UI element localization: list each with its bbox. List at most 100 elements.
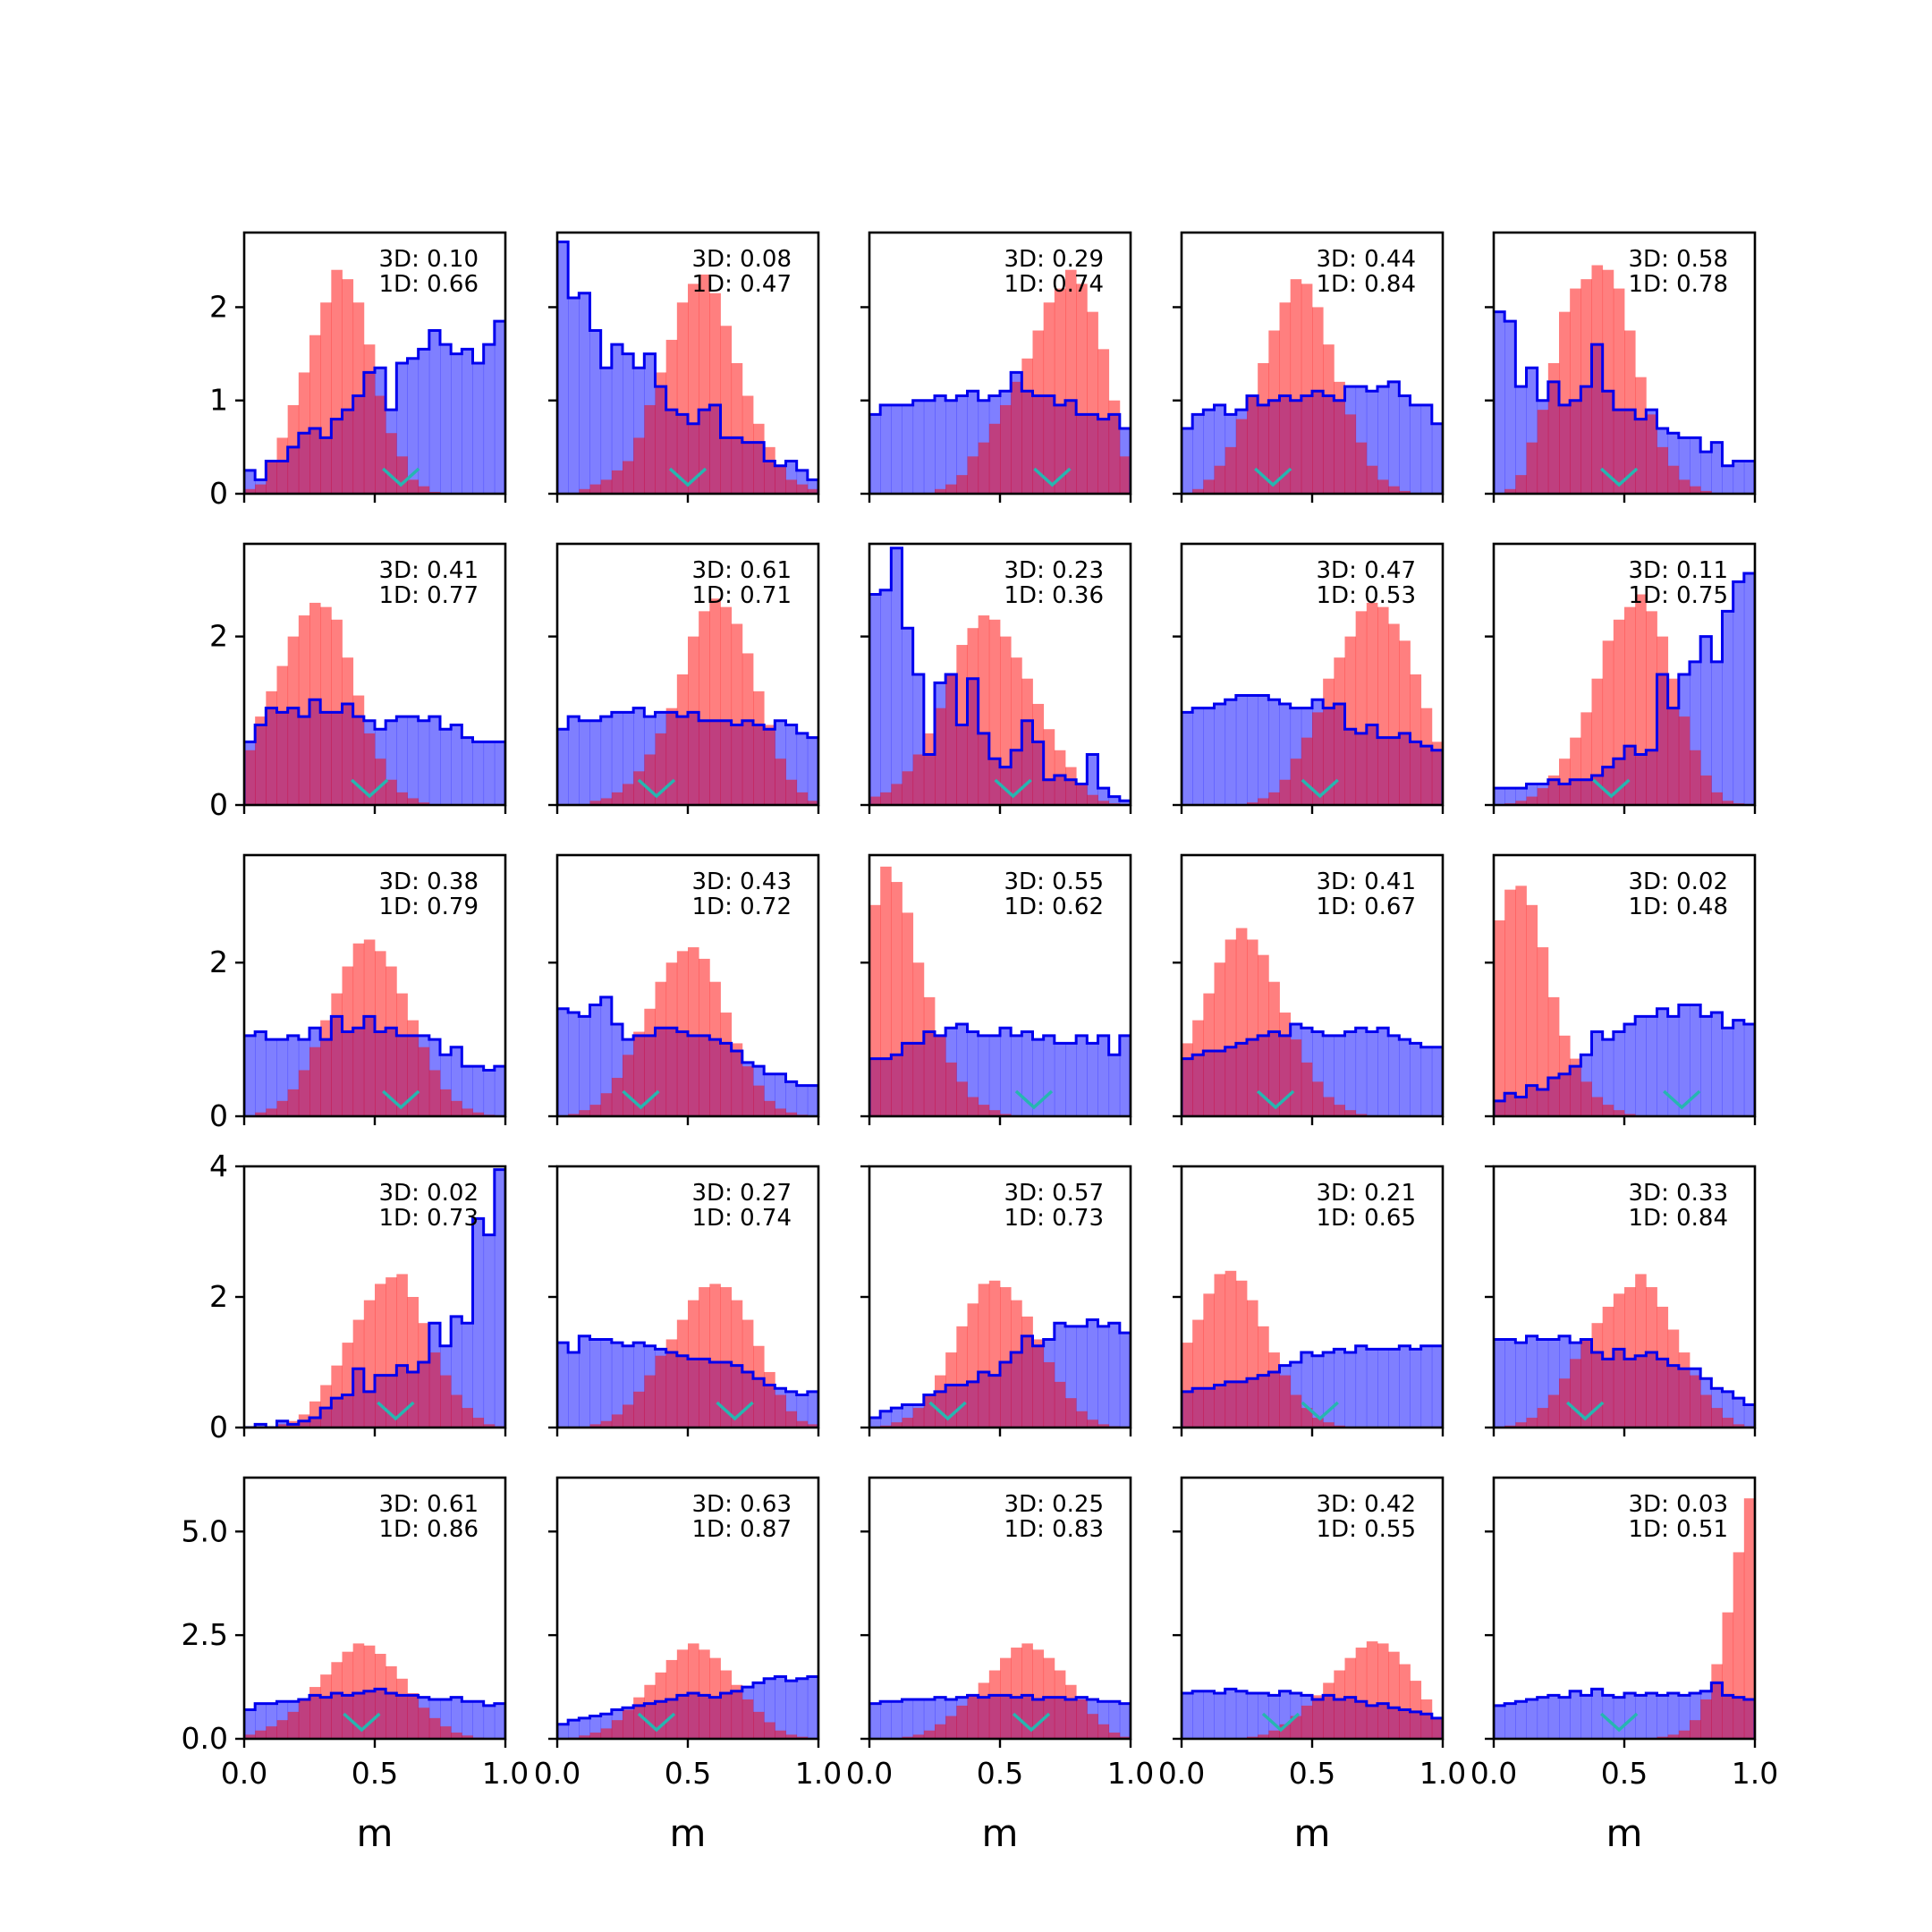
marker-chevron bbox=[1566, 1401, 1605, 1421]
label-3d: 3D: 0.47 bbox=[1317, 557, 1416, 584]
red-bar bbox=[472, 1112, 485, 1116]
red-bar bbox=[342, 966, 354, 1116]
red-bar bbox=[1526, 1418, 1538, 1428]
red-bar bbox=[764, 1371, 775, 1428]
red-bar bbox=[407, 1693, 419, 1739]
plot-area bbox=[244, 939, 505, 1116]
red-bar bbox=[1087, 1714, 1098, 1739]
blue-bar bbox=[1119, 801, 1131, 805]
red-bar bbox=[1065, 767, 1077, 805]
x-axis-label: m bbox=[1606, 1811, 1643, 1855]
label-1d: 1D: 0.72 bbox=[692, 894, 792, 920]
red-bar bbox=[1258, 1326, 1269, 1428]
red-bar bbox=[1076, 284, 1088, 494]
blue-bar bbox=[1344, 1352, 1357, 1428]
red-bar bbox=[741, 395, 754, 494]
red-bar bbox=[600, 1420, 613, 1428]
label-3d: 3D: 0.29 bbox=[1004, 246, 1104, 273]
blue-step-line bbox=[557, 707, 818, 805]
blue-bar bbox=[1494, 1705, 1505, 1739]
red-bar bbox=[386, 779, 397, 805]
x-tick-label: 0.5 bbox=[977, 1756, 1023, 1791]
blue-bar bbox=[807, 737, 818, 805]
red-bar bbox=[276, 437, 289, 494]
red-bar bbox=[1431, 1717, 1443, 1739]
blue-bar bbox=[880, 1701, 892, 1739]
blue-bar bbox=[1021, 1031, 1033, 1116]
red-bar bbox=[923, 996, 936, 1116]
red-bar bbox=[375, 1653, 386, 1739]
blue-step-line bbox=[869, 1318, 1131, 1428]
red-bar bbox=[665, 962, 678, 1116]
red-bar bbox=[1667, 678, 1680, 805]
blue-bar bbox=[1214, 1693, 1226, 1739]
label-1d: 1D: 0.47 bbox=[692, 271, 792, 298]
blue-bar bbox=[1678, 1695, 1690, 1739]
blue-bar bbox=[244, 1709, 256, 1739]
red-bar bbox=[796, 484, 809, 494]
marker-chevron bbox=[377, 1401, 415, 1421]
red-bar bbox=[1667, 1329, 1680, 1428]
red-bar bbox=[331, 269, 343, 494]
blue-bar bbox=[1733, 1020, 1745, 1116]
label-1d: 1D: 0.71 bbox=[692, 582, 792, 609]
x-axis-label: m bbox=[982, 1811, 1019, 1855]
blue-bar bbox=[472, 1218, 485, 1428]
blue-bar bbox=[494, 1066, 505, 1116]
red-bar bbox=[386, 1277, 397, 1428]
red-bar bbox=[1119, 456, 1131, 494]
label-3d: 3D: 0.27 bbox=[692, 1180, 792, 1207]
blue-bar bbox=[1119, 1703, 1131, 1739]
blue-bar bbox=[1119, 1035, 1131, 1116]
blue-bar bbox=[775, 1073, 786, 1116]
red-bar bbox=[287, 1711, 300, 1739]
red-bar bbox=[1323, 1422, 1335, 1428]
blue-bar bbox=[1388, 381, 1400, 494]
red-bar bbox=[1182, 1043, 1193, 1116]
blue-bar bbox=[1711, 442, 1723, 494]
red-bar bbox=[1334, 1105, 1345, 1116]
red-bar bbox=[1108, 1733, 1121, 1739]
red-bar bbox=[309, 335, 321, 494]
red-bar bbox=[1700, 775, 1712, 805]
red-bar bbox=[665, 1339, 678, 1428]
x-tick-label: 0.5 bbox=[352, 1756, 398, 1791]
blue-bar bbox=[266, 1039, 277, 1116]
x-tick-label: 0.5 bbox=[1289, 1756, 1335, 1791]
blue-bar bbox=[1613, 1697, 1625, 1739]
red-bar bbox=[589, 1424, 602, 1428]
label-1d: 1D: 0.67 bbox=[1317, 894, 1416, 920]
red-bar bbox=[796, 1420, 809, 1428]
blue-bar bbox=[1108, 1323, 1121, 1428]
plot-area bbox=[1182, 928, 1443, 1116]
blue-bar bbox=[807, 1085, 818, 1116]
red-bar bbox=[709, 981, 721, 1116]
red-bar bbox=[655, 733, 667, 805]
red-bar bbox=[1203, 479, 1215, 494]
blue-bar bbox=[255, 1424, 267, 1428]
blue-bar bbox=[557, 1343, 569, 1428]
red-bar bbox=[244, 1734, 256, 1739]
red-bar bbox=[352, 943, 365, 1116]
red-bar bbox=[967, 1695, 979, 1739]
red-bar bbox=[1247, 1300, 1258, 1428]
blue-bar bbox=[945, 400, 957, 494]
red-bar bbox=[1312, 1695, 1324, 1739]
red-bar bbox=[720, 326, 733, 494]
red-bar bbox=[1032, 330, 1045, 494]
red-bar bbox=[775, 1394, 786, 1428]
x-tick-label: 1.0 bbox=[1732, 1756, 1778, 1791]
label-3d: 3D: 0.38 bbox=[379, 869, 479, 895]
red-bar bbox=[1279, 1375, 1292, 1428]
red-bar bbox=[1711, 1408, 1723, 1428]
red-bar bbox=[611, 1078, 623, 1116]
blue-bar bbox=[451, 724, 462, 805]
blue-bar bbox=[1743, 572, 1755, 805]
blue-step-line bbox=[1182, 380, 1443, 494]
red-bar bbox=[1344, 414, 1357, 494]
blue-bar bbox=[1054, 1043, 1066, 1116]
blue-bar bbox=[428, 330, 441, 494]
red-bar bbox=[1279, 302, 1292, 494]
red-bar bbox=[1011, 1648, 1022, 1739]
